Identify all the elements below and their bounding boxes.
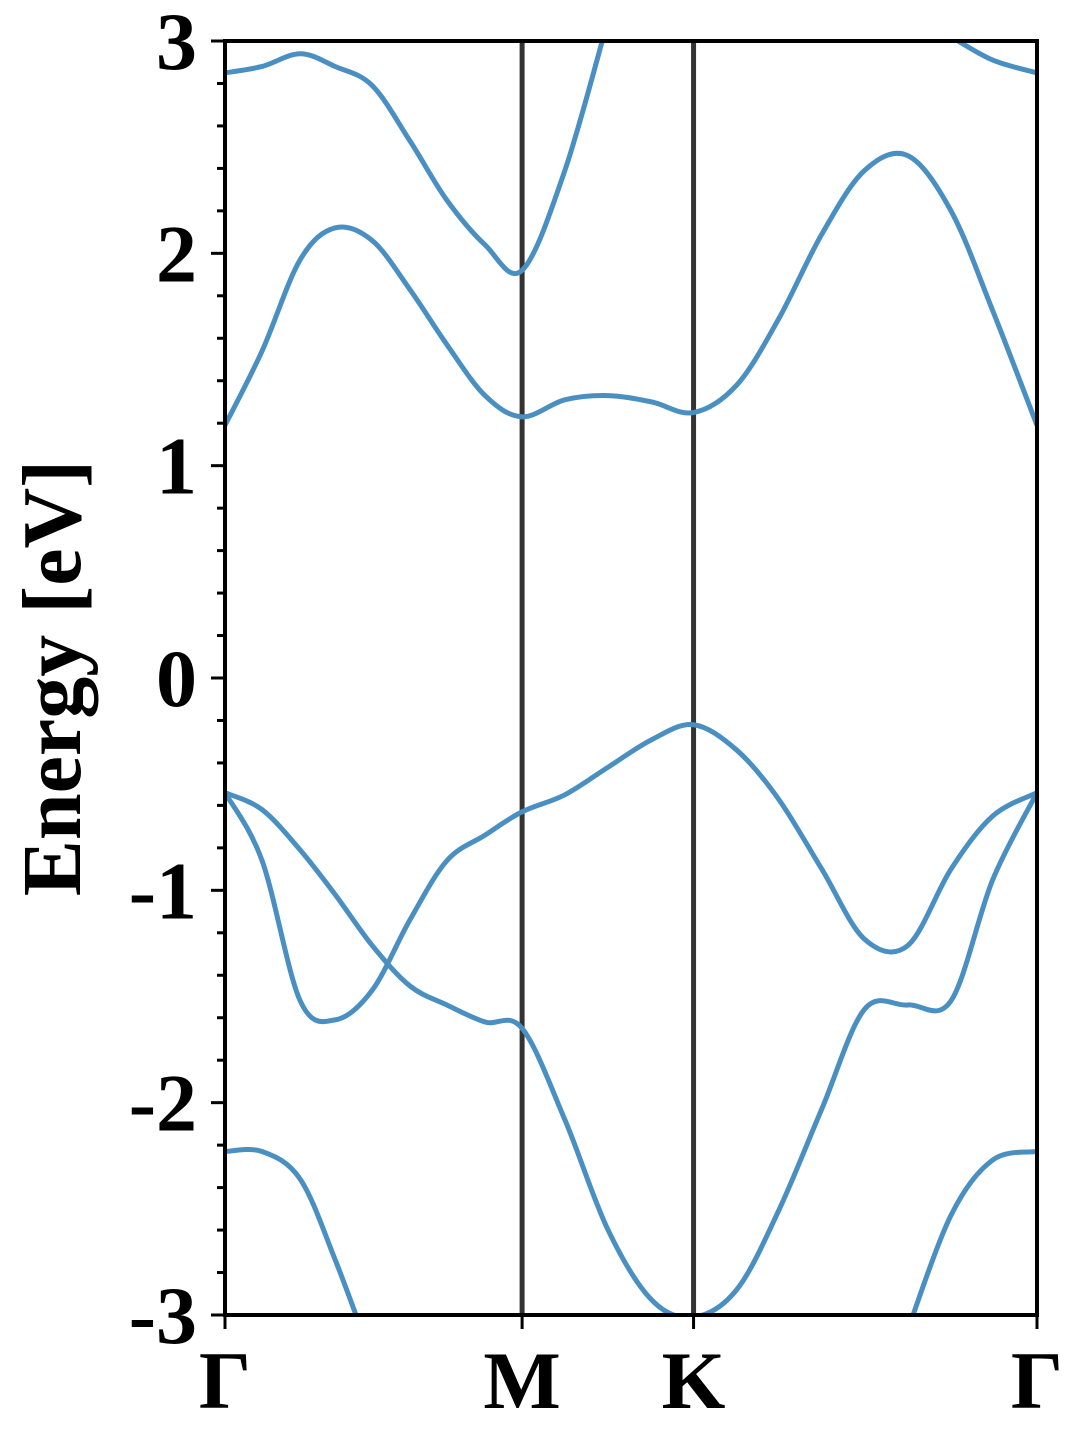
plot-frame bbox=[223, 39, 1039, 1317]
x-tick-label: M bbox=[483, 1335, 560, 1426]
plot-area bbox=[225, 41, 1037, 1315]
y-tick-label: 3 bbox=[156, 0, 197, 87]
y-tick-label: 0 bbox=[156, 633, 197, 724]
y-tick-label: -3 bbox=[129, 1270, 197, 1361]
x-tick-label: Γ bbox=[1011, 1335, 1063, 1426]
y-tick-label: 1 bbox=[156, 421, 197, 512]
y-axis-label: Energy [eV] bbox=[6, 460, 99, 896]
y-tick-label: 2 bbox=[156, 208, 197, 299]
x-tick-label: Γ bbox=[199, 1335, 251, 1426]
y-tick-label: -1 bbox=[129, 845, 197, 936]
band-line bbox=[225, 790, 1037, 1315]
y-tick-label: -2 bbox=[129, 1058, 197, 1149]
band-line bbox=[225, 41, 1037, 276]
band-line bbox=[225, 150, 1037, 427]
x-tick-label: K bbox=[662, 1335, 726, 1426]
band-line bbox=[225, 722, 1037, 1025]
band-line bbox=[225, 1146, 1037, 1315]
